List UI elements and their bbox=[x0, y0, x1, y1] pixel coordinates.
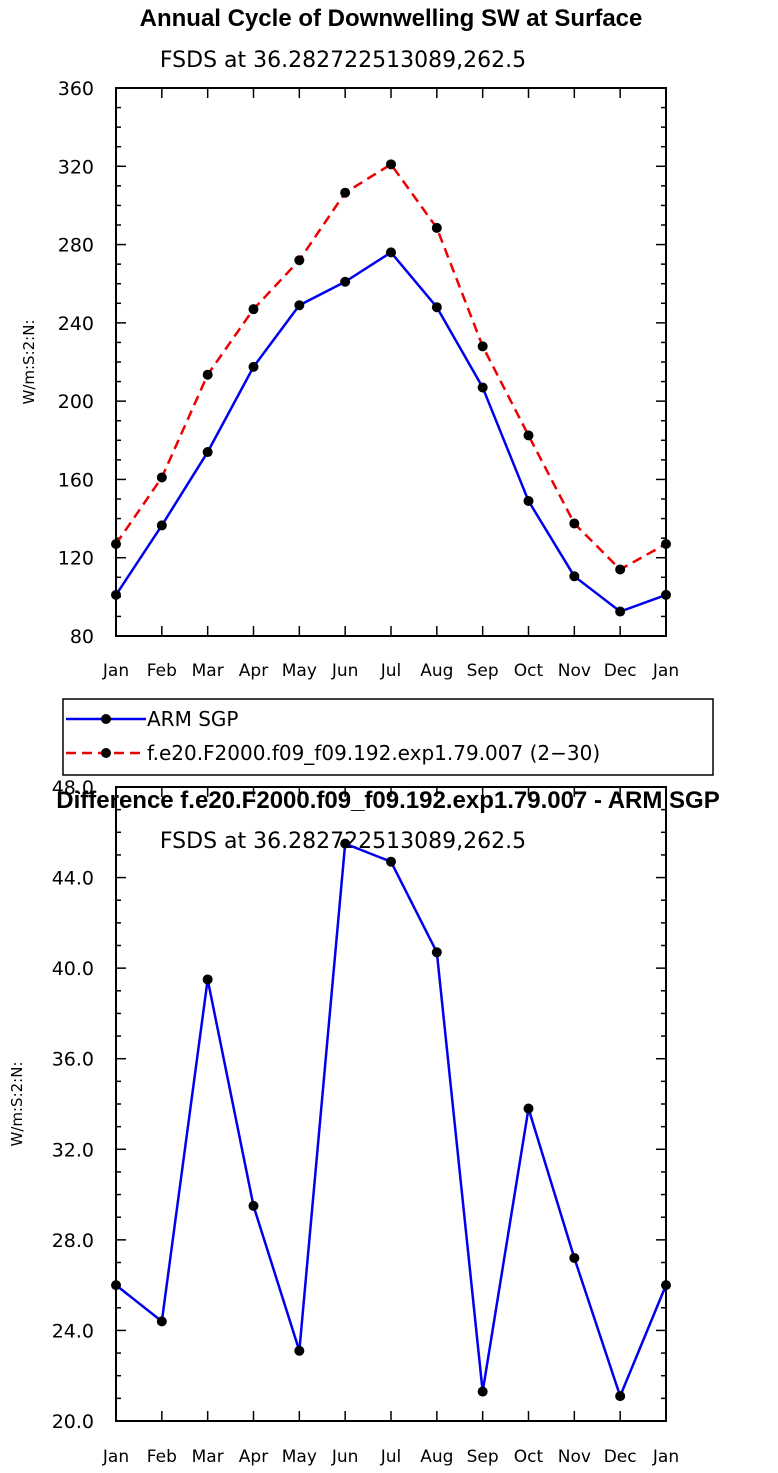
chart-1-series-2-point bbox=[431, 222, 442, 233]
chart-1-xtick-label: Aug bbox=[420, 661, 453, 681]
chart-1-title: Annual Cycle of Downwelling SW at Surfac… bbox=[140, 5, 643, 32]
chart-2-series-1-point bbox=[156, 1316, 167, 1327]
chart-1-series-1-point bbox=[156, 520, 167, 531]
chart-2-xtick-label: Oct bbox=[514, 1447, 544, 1467]
chart-2-series-1-point bbox=[523, 1103, 534, 1114]
chart-2-xtick-label: Feb bbox=[147, 1447, 177, 1467]
chart-1-ytick-label: 360 bbox=[58, 78, 94, 100]
chart-2-title: Difference f.e20.F2000.f09_f09.192.exp1.… bbox=[56, 787, 719, 814]
chart-2-series-1-point bbox=[569, 1252, 580, 1263]
chart-2-xtick-label: Dec bbox=[604, 1447, 637, 1467]
chart-2-xtick-label: Sep bbox=[467, 1447, 499, 1467]
chart-1-series-2-point bbox=[477, 341, 488, 352]
chart-1-series-2-point bbox=[111, 539, 121, 550]
chart-2-ytick-label: 28.0 bbox=[52, 1230, 94, 1252]
chart-1-series-1-point bbox=[569, 571, 580, 582]
chart-1-series-1-point bbox=[523, 495, 534, 506]
chart-1-xtick-label: Jan bbox=[102, 661, 129, 681]
chart-1-series-2-point bbox=[294, 255, 305, 266]
chart-1-series-2-point bbox=[156, 472, 167, 483]
chart-1-series-1-point bbox=[248, 361, 259, 372]
chart-2-ytick-label: 40.0 bbox=[52, 958, 94, 980]
chart-2-xtick-label: Jul bbox=[380, 1447, 402, 1467]
chart-1-ytick-label: 320 bbox=[58, 156, 94, 178]
chart-2-xtick-label: Jun bbox=[331, 1447, 359, 1467]
chart-1-xtick-label: Mar bbox=[192, 661, 224, 681]
chart-2-series-1-point bbox=[111, 1280, 121, 1291]
chart-1-xtick-label: Jan bbox=[652, 661, 679, 681]
chart-1-xtick-label: Jul bbox=[380, 661, 402, 681]
legend-marker-model bbox=[101, 748, 111, 758]
legend-label-arm-sgp: ARM SGP bbox=[147, 707, 238, 731]
chart-1-ytick-label: 80 bbox=[70, 626, 94, 648]
chart-1-series-1-point bbox=[202, 447, 213, 458]
chart-1-ytick-label: 120 bbox=[58, 548, 94, 570]
chart-1-xtick-label: Nov bbox=[558, 661, 591, 681]
chart-1-series-2-point bbox=[340, 187, 351, 198]
chart-1-xtick-label: Dec bbox=[604, 661, 637, 681]
chart-2-series-1-point bbox=[202, 974, 213, 985]
chart-1-xtick-label: Jun bbox=[331, 661, 359, 681]
chart-1-ytick-label: 240 bbox=[58, 313, 94, 335]
chart-2-xtick-label: Apr bbox=[239, 1447, 268, 1467]
chart-2-xtick-label: Nov bbox=[558, 1447, 591, 1467]
chart-2-series-1-point bbox=[431, 947, 442, 958]
chart-2-plot-frame bbox=[115, 786, 667, 1422]
chart-1-series-1-point bbox=[615, 606, 626, 617]
chart-1-series-1-point bbox=[111, 589, 121, 600]
chart-1-series-1-point bbox=[340, 276, 351, 287]
chart-1-series-2-point bbox=[386, 159, 396, 170]
chart-1-series-1-point bbox=[431, 302, 442, 313]
chart-2-ytick-label: 44.0 bbox=[52, 868, 94, 890]
chart-1-series-2-point bbox=[661, 539, 671, 550]
legend-marker-arm-sgp bbox=[101, 714, 111, 724]
chart-1-series-2-point bbox=[248, 304, 259, 315]
chart-2-series-1-point bbox=[661, 1280, 671, 1291]
chart-2-series-1-point bbox=[248, 1200, 259, 1211]
chart-2-ytick-label: 36.0 bbox=[52, 1049, 94, 1071]
chart-2-ytick-label: 32.0 bbox=[52, 1139, 94, 1161]
legend-label-model: f.e20.F2000.f09_f09.192.exp1.79.007 (2−3… bbox=[147, 741, 600, 765]
chart-1-series-1-point bbox=[661, 589, 671, 600]
chart-1-series-1-point bbox=[477, 382, 488, 393]
chart-2-series-1-line bbox=[115, 842, 668, 1398]
chart-1-xtick-label: May bbox=[282, 661, 317, 681]
chart-1-plot-frame bbox=[115, 87, 667, 637]
chart-1-series-2-point bbox=[569, 518, 580, 529]
chart-1-ylabel: W/m:S:2:N: bbox=[20, 320, 38, 405]
chart-1-series-2-line bbox=[114, 163, 667, 571]
chart-2-ylabel: W/m:S:2:N: bbox=[8, 1062, 26, 1147]
chart-2-xtick-label: Aug bbox=[420, 1447, 453, 1467]
chart-1-xtick-label: Oct bbox=[514, 661, 544, 681]
legend-box bbox=[62, 698, 714, 776]
chart-2-xtick-label: Jan bbox=[652, 1447, 679, 1467]
chart-1-series-2-point bbox=[615, 564, 626, 575]
chart-2-ytick-label: 20.0 bbox=[52, 1411, 94, 1433]
chart-1-series-2-point bbox=[523, 430, 534, 441]
chart-2-xtick-label: Mar bbox=[192, 1447, 224, 1467]
chart-1-series-2-point bbox=[202, 369, 213, 380]
chart-2-series-1-point bbox=[386, 856, 396, 867]
chart-2-series-1-point bbox=[340, 838, 351, 849]
chart-1-ytick-label: 280 bbox=[58, 235, 94, 257]
chart-2-series-1-point bbox=[294, 1345, 305, 1356]
chart-2-xtick-label: Jan bbox=[102, 1447, 129, 1467]
chart-2-ytick-label: 24.0 bbox=[52, 1320, 94, 1342]
chart-2-xtick-label: May bbox=[282, 1447, 317, 1467]
chart-2-series-1-point bbox=[615, 1391, 626, 1402]
chart-1-series-1-point bbox=[386, 247, 396, 258]
chart-1-subtitle: FSDS at 36.282722513089,262.5 bbox=[160, 48, 526, 73]
chart-1-xtick-label: Sep bbox=[467, 661, 499, 681]
chart-1-xtick-label: Apr bbox=[239, 661, 268, 681]
chart-2-series-1-point bbox=[477, 1386, 488, 1397]
chart-1-ytick-label: 200 bbox=[58, 391, 94, 413]
chart-1-ytick-label: 160 bbox=[58, 469, 94, 491]
chart-1-series-1-point bbox=[294, 300, 305, 311]
chart-1-xtick-label: Feb bbox=[147, 661, 177, 681]
legend: ARM SGP f.e20.F2000.f09_f09.192.exp1.79.… bbox=[62, 698, 714, 776]
chart-1-series-1-line bbox=[114, 251, 667, 613]
chart-2-ytick-label: 48.0 bbox=[52, 777, 94, 799]
